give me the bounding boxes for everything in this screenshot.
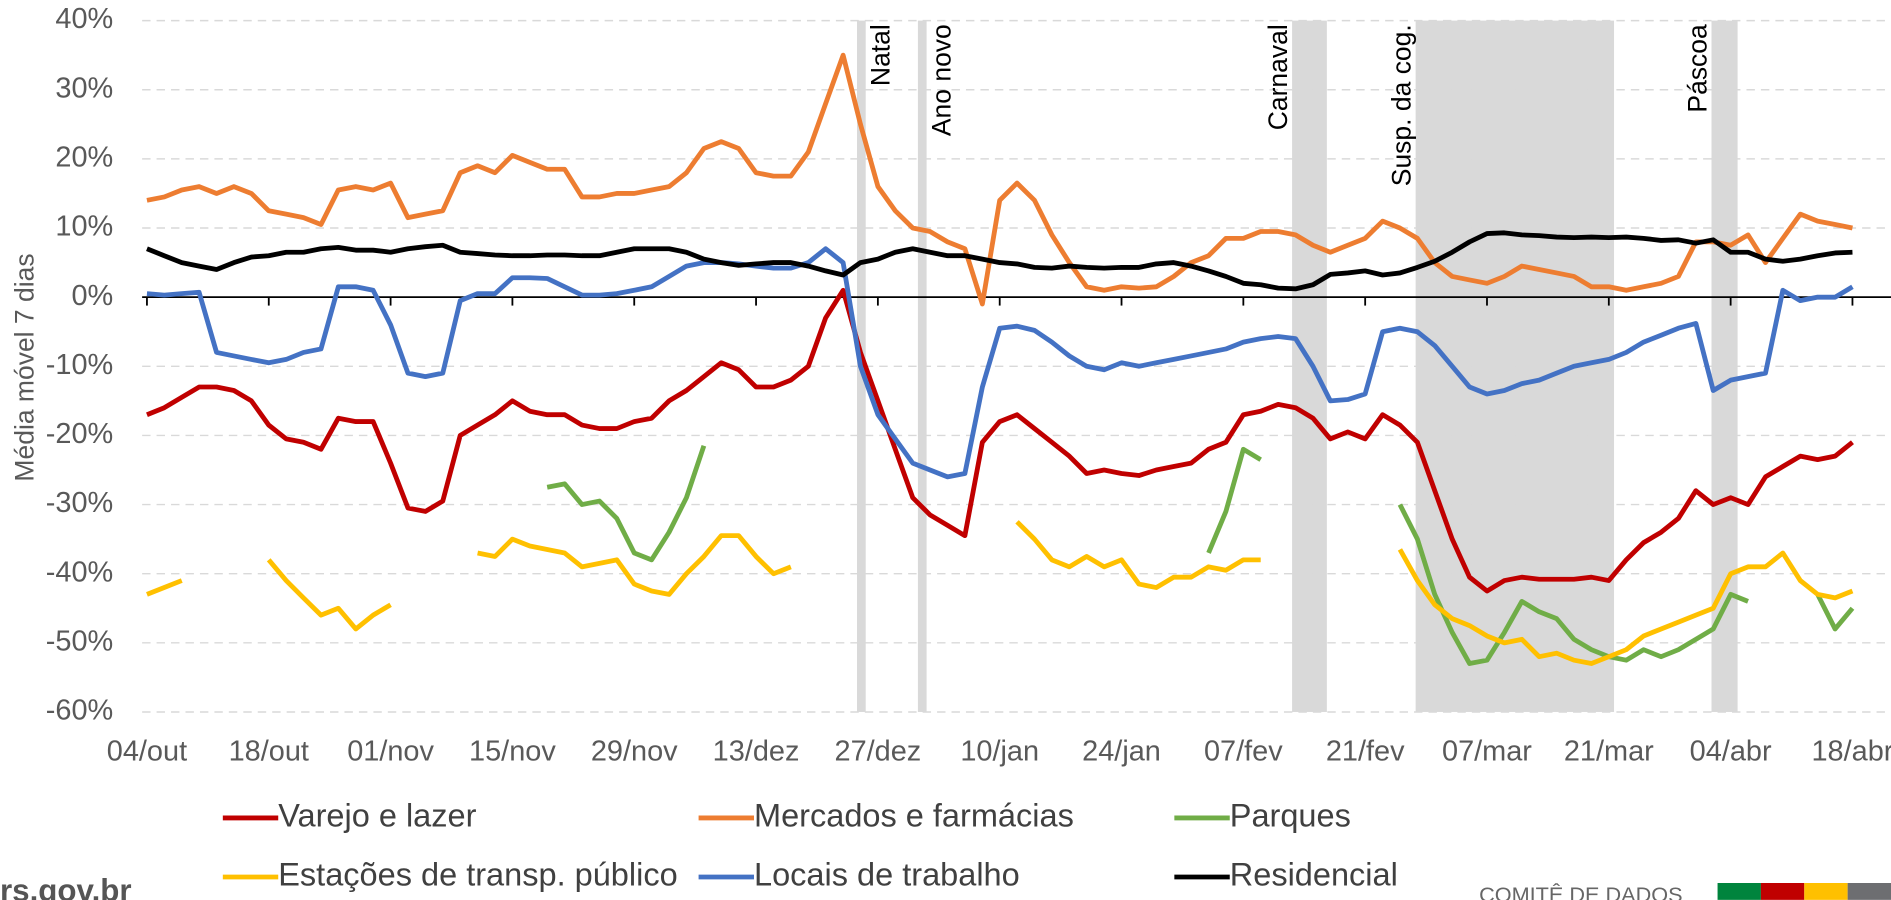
grid-layer xyxy=(142,19,1891,713)
band-label: Páscoa xyxy=(1682,24,1712,113)
y-tick-label: -30% xyxy=(46,487,113,519)
y-tick-label: -60% xyxy=(46,695,113,727)
series-line xyxy=(146,52,1853,307)
footer-site: rs.gov.br xyxy=(0,873,132,900)
footer-committee: COMITÊ DE DADOS xyxy=(1479,882,1683,900)
x-tick-label: 21/mar xyxy=(1564,736,1654,768)
band-label: Natal xyxy=(866,24,896,86)
legend-label: Residencial xyxy=(1230,857,1398,893)
legend-label: Estações de transp. público xyxy=(278,857,677,893)
x-tick-label: 07/mar xyxy=(1442,736,1532,768)
x-tick-label: 18/out xyxy=(229,736,309,768)
x-tick-label: 13/dez xyxy=(713,736,800,768)
x-tick-label: 01/nov xyxy=(347,736,434,768)
y-tick-label: 40% xyxy=(55,3,113,35)
series-line xyxy=(146,230,1853,292)
band-label: Ano novo xyxy=(926,24,956,136)
x-tick-label: 29/nov xyxy=(591,736,678,768)
logo-block xyxy=(1804,883,1848,900)
legend-label: Parques xyxy=(1230,798,1351,834)
logo-block xyxy=(1717,883,1761,900)
x-tick-label: 10/jan xyxy=(960,736,1039,768)
series-line xyxy=(146,520,1854,666)
y-tick-label: -20% xyxy=(46,418,113,450)
x-tick-label: 21/fev xyxy=(1326,736,1405,768)
logo-block xyxy=(1847,883,1891,900)
y-tick-label: -40% xyxy=(46,556,113,588)
y-tick-label: 30% xyxy=(55,72,113,104)
series-line xyxy=(146,287,1854,594)
legend-label: Varejo e lazer xyxy=(278,798,476,834)
line-layer xyxy=(146,52,1855,666)
x-tick-label: 18/abr xyxy=(1811,736,1891,768)
y-tick-label: -10% xyxy=(46,349,113,381)
x-tick-label: 27/dez xyxy=(835,736,922,768)
x-tick-label: 15/nov xyxy=(469,736,556,768)
x-tick-label: 07/fev xyxy=(1204,736,1283,768)
logo-block xyxy=(1760,883,1805,900)
event-band xyxy=(917,20,927,712)
series-line xyxy=(546,445,1855,666)
series-line xyxy=(146,246,1854,480)
x-tick-label: 04/abr xyxy=(1690,736,1772,768)
band-label: Susp. da cog. xyxy=(1387,24,1417,186)
event-band xyxy=(1292,20,1327,712)
x-tick-label: 24/jan xyxy=(1082,736,1161,768)
band-label: Carnaval xyxy=(1263,24,1293,130)
label-layer: Natal Ano novo Carnaval Susp. da cog. Páscoa… xyxy=(46,3,1891,892)
y-axis-title: Média móvel 7 dias xyxy=(9,253,39,481)
legend-label: Mercados e farmácias xyxy=(754,798,1074,834)
x-tick-label: 04/out xyxy=(107,736,187,768)
y-tick-label: 20% xyxy=(55,142,113,174)
y-tick-label: 10% xyxy=(55,211,113,243)
legend-label: Locais de trabalho xyxy=(754,857,1020,893)
y-tick-label: -50% xyxy=(46,625,113,657)
y-tick-label: 0% xyxy=(71,280,113,312)
